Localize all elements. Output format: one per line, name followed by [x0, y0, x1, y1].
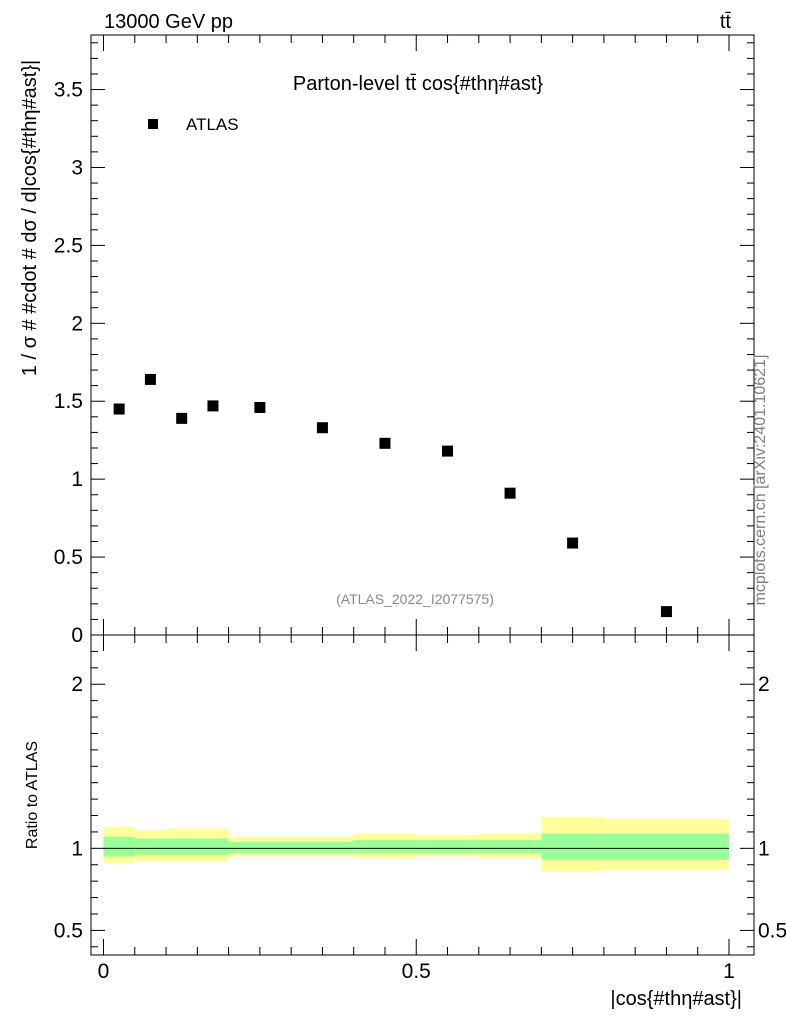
ratio-bands — [103, 817, 729, 872]
atlas-data-point — [316, 422, 328, 434]
inner-uncertainty-band — [478, 840, 542, 854]
atlas-data-point — [207, 400, 219, 412]
inner-uncertainty-band — [134, 838, 167, 855]
y-tick-label: 2 — [71, 312, 83, 335]
y-axis-label: 1 / σ # #cdot # dσ / d|cos{#thη#ast}| — [19, 60, 41, 376]
y-tick-label: 3.5 — [54, 79, 83, 102]
inner-uncertainty-band — [353, 840, 417, 854]
atlas-data-point — [176, 412, 188, 424]
y-tick-label: 0 — [71, 624, 83, 647]
legend-marker — [148, 119, 158, 129]
ratio-y-tick-label-right: 2 — [758, 673, 770, 696]
x-tick-label: 1 — [723, 960, 735, 983]
atlas-data-point — [254, 401, 266, 413]
inner-uncertainty-band — [166, 838, 229, 855]
atlas-data-point — [144, 373, 156, 385]
process-label: tt̄ — [720, 11, 732, 33]
x-tick-label: 0 — [98, 960, 110, 983]
ratio-y-axis: 0.5 0.5 1 1 2 2 — [54, 650, 786, 948]
atlas-data-point — [504, 487, 516, 499]
y-tick-label: 3 — [71, 156, 83, 179]
atlas-data-point — [660, 606, 672, 618]
atlas-points — [113, 373, 672, 618]
inner-uncertainty-band — [416, 840, 479, 854]
ratio-panel: 0.5 0.51 12 2 0 0.5 1 Ratio to ATLAS |cos{#th… — [24, 634, 786, 1010]
x-tick-label: 0.5 — [402, 960, 431, 983]
analysis-watermark: (ATLAS_2022_I2077575) — [336, 591, 494, 607]
y-tick-label: 1.5 — [54, 390, 83, 413]
atlas-data-point — [379, 437, 391, 449]
inner-uncertainty-band — [603, 833, 729, 860]
y-tick-label: 2.5 — [54, 234, 83, 257]
x-axis-label: |cos{#thη#ast}| — [610, 988, 742, 1010]
ratio-y-tick-label: 0.5 — [54, 919, 83, 942]
y-tick-label: 0.5 — [54, 546, 83, 569]
plot-title: Parton-level tt̄ cos{#thη#ast} — [293, 73, 543, 95]
main-panel: 0 0.5 1 1.5 2 2.5 3 3.5 Parton-level tt̄ cos{#t… — [19, 34, 755, 647]
atlas-data-point — [113, 403, 125, 415]
legend-label: ATLAS — [186, 115, 239, 134]
y-tick-label: 1 — [71, 468, 83, 491]
inner-uncertainty-band — [228, 841, 354, 854]
source-side-label: mcplots.cern.ch [arXiv:2401.10621] — [752, 355, 769, 606]
ratio-y-tick-label-right: 0.5 — [758, 919, 786, 942]
ratio-y-tick-label-right: 1 — [758, 837, 770, 860]
ratio-y-tick-label: 2 — [71, 673, 83, 696]
inner-uncertainty-band — [103, 836, 135, 857]
ratio-panel-frame — [90, 634, 755, 956]
ratio-y-tick-label: 1 — [71, 837, 83, 860]
ratio-y-label: Ratio to ATLAS — [24, 741, 41, 849]
atlas-data-point — [567, 537, 579, 549]
main-x-ticks — [103, 35, 730, 635]
main-y-axis: 0 0.5 1 1.5 2 2.5 3 3.5 — [54, 42, 754, 647]
energy-label: 13000 GeV pp — [104, 11, 233, 33]
atlas-data-point — [442, 445, 454, 457]
inner-uncertainty-band — [541, 833, 604, 860]
ratio-x-axis: 0 0.5 1 — [98, 635, 735, 983]
